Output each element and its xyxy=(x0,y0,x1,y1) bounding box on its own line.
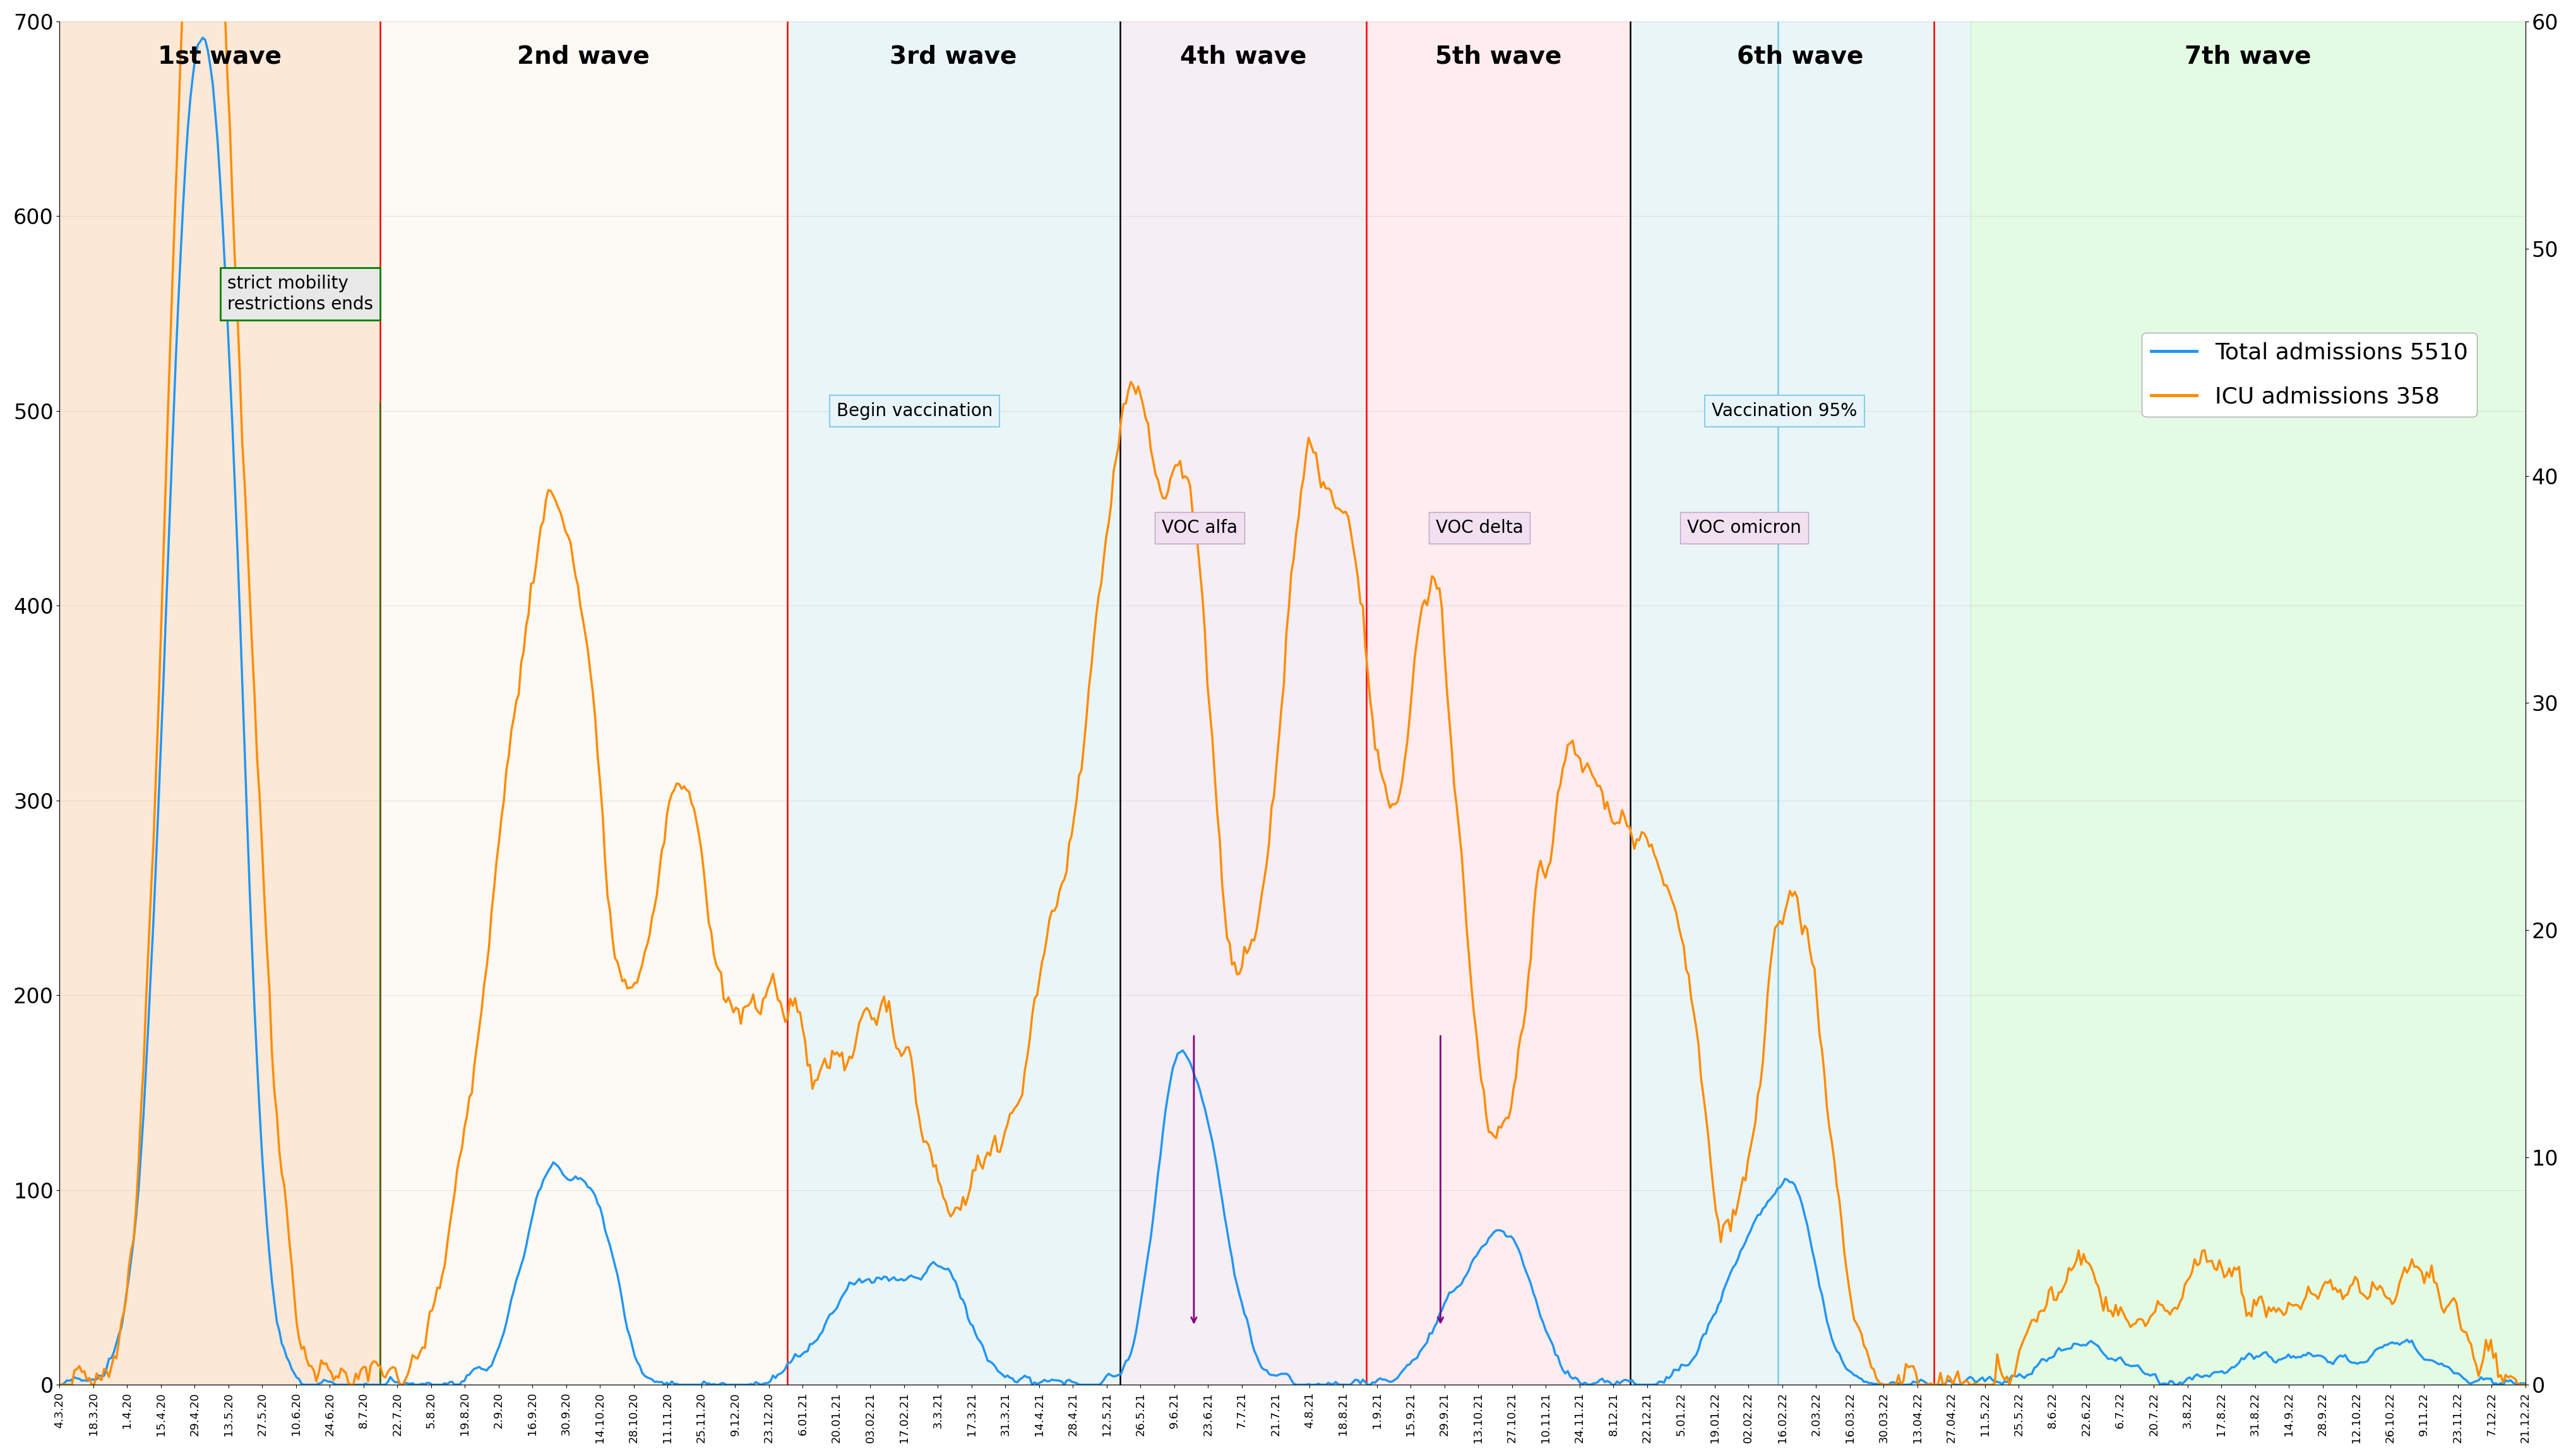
Legend: Total admissions 5510, ICU admissions 358: Total admissions 5510, ICU admissions 35… xyxy=(2142,333,2476,416)
Text: 4th wave: 4th wave xyxy=(1180,45,1306,68)
Bar xyxy=(381,22,787,1385)
Bar xyxy=(787,22,1118,1385)
Bar xyxy=(1630,22,1969,1385)
Text: Begin vaccination: Begin vaccination xyxy=(836,402,992,419)
Text: 7th wave: 7th wave xyxy=(2185,45,2311,68)
Text: VOC omicron: VOC omicron xyxy=(1687,518,1800,537)
Text: 5th wave: 5th wave xyxy=(1435,45,1561,68)
Text: VOC alfa: VOC alfa xyxy=(1162,518,1237,537)
Bar xyxy=(59,22,381,1385)
Text: Vaccination 95%: Vaccination 95% xyxy=(1712,402,1856,419)
Text: VOC delta: VOC delta xyxy=(1435,518,1522,537)
Text: 2nd wave: 2nd wave xyxy=(517,45,650,68)
Text: 3rd wave: 3rd wave xyxy=(890,45,1016,68)
Bar xyxy=(1118,22,1365,1385)
Bar xyxy=(1969,22,2525,1385)
Text: 6th wave: 6th wave xyxy=(1738,45,1864,68)
Text: strict mobility
restrictions ends: strict mobility restrictions ends xyxy=(226,275,373,313)
Bar xyxy=(1365,22,1630,1385)
Text: 1st wave: 1st wave xyxy=(157,45,283,68)
